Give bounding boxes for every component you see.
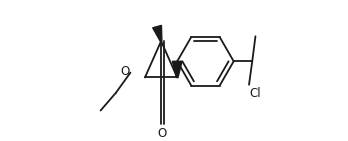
Polygon shape [172,61,182,77]
Text: Cl: Cl [249,87,261,100]
Polygon shape [153,25,162,41]
Text: O: O [157,127,167,140]
Text: O: O [120,65,129,78]
